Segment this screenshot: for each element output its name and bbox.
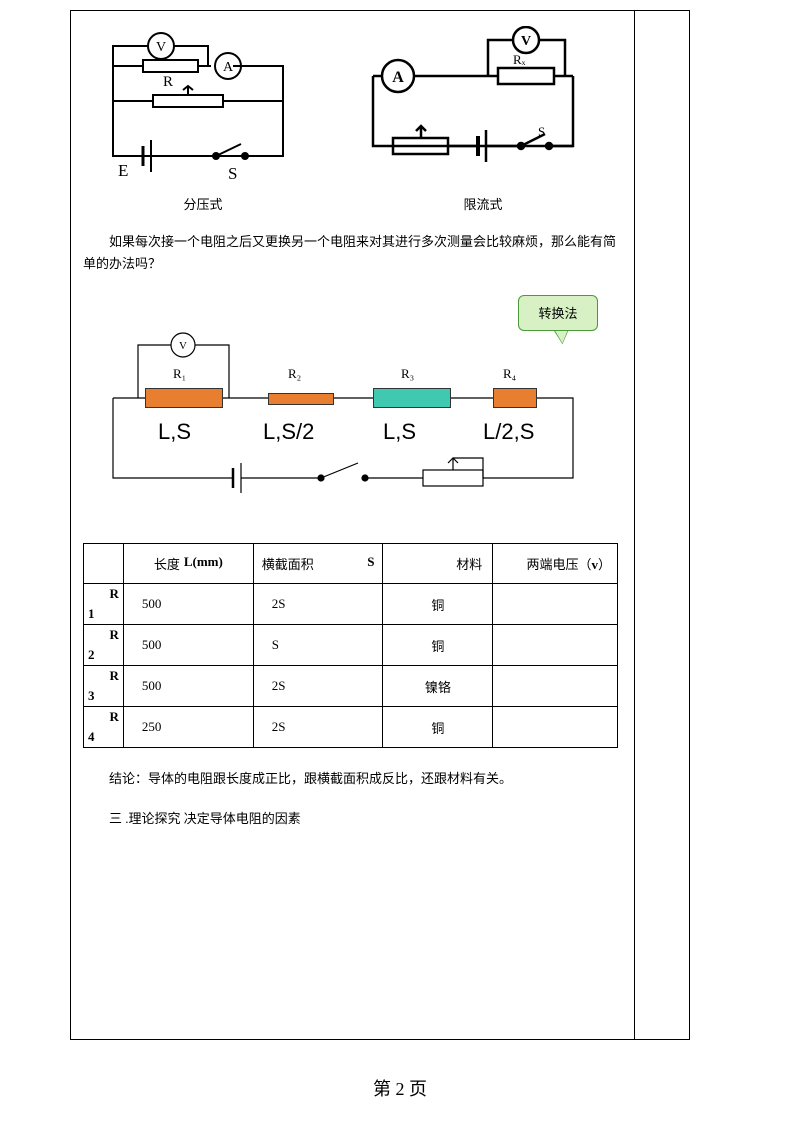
r2-label: R₂ xyxy=(288,366,301,382)
captions: 分压式 限流式 xyxy=(83,194,619,213)
circuit-right: A V Rₓ S xyxy=(353,26,593,176)
r4-label: R₄ xyxy=(503,366,516,382)
r3-ls: L,S xyxy=(383,419,416,445)
hdr-length-b: L(mm) xyxy=(184,554,223,573)
v-label: V xyxy=(156,40,166,55)
page: V A R E S xyxy=(0,0,800,1129)
r4-ls: L/2,S xyxy=(483,419,534,445)
r-label: R xyxy=(163,74,173,90)
margin-column xyxy=(634,11,689,1039)
v-label: V xyxy=(179,340,187,352)
hdr-material: 材料 xyxy=(456,557,482,572)
table-row: R4 250 2S 铜 xyxy=(84,707,618,748)
r1-ls: L,S xyxy=(158,419,191,445)
hdr-length-a: 长度 xyxy=(154,554,180,573)
rx-label: Rₓ xyxy=(513,52,526,67)
hdr-area-a: 横截面积 xyxy=(262,554,314,573)
r2-ls: L,S/2 xyxy=(263,419,314,445)
footer-a: 第 xyxy=(373,1079,391,1099)
resistor-r3 xyxy=(373,388,451,408)
content-frame: V A R E S xyxy=(70,10,690,1040)
hdr-voltage-a: 两端电压（ xyxy=(526,557,591,572)
hdr-area-b: S xyxy=(367,554,374,573)
table-row: R1 500 2S 铜 xyxy=(84,584,618,625)
table-header-row: 长度 L(mm) 横截面积S 材料 两端电压（v） xyxy=(84,544,618,584)
caption-left: 分压式 xyxy=(83,194,323,213)
s-label: S xyxy=(228,164,237,183)
a-label: A xyxy=(392,69,404,86)
table-row: R2 500 S 铜 xyxy=(84,625,618,666)
section3-title: 三 .理论探究 决定导体电阻的因素 xyxy=(83,808,619,830)
table-row: R3 500 2S 镍铬 xyxy=(84,666,618,707)
hdr-voltage-c: ） xyxy=(598,557,611,572)
a-label: A xyxy=(223,60,234,75)
content-area: V A R E S xyxy=(71,11,631,858)
s-label: S xyxy=(538,124,545,139)
circuit-left: V A R E S xyxy=(83,26,313,186)
resistor-r2 xyxy=(268,393,334,405)
resistor-r4 xyxy=(493,388,537,408)
footer-c: 页 xyxy=(409,1079,427,1099)
data-table: 长度 L(mm) 横截面积S 材料 两端电压（v） R1 500 2S 铜 R2… xyxy=(83,543,618,748)
circuit-diagrams-row: V A R E S xyxy=(83,26,619,186)
r3-label: R₃ xyxy=(401,366,414,382)
conclusion-text: 结论：导体的电阻跟长度成正比，跟横截面积成反比，还跟材料有关。 xyxy=(83,768,619,790)
resistor-r1 xyxy=(145,388,223,408)
e-label: E xyxy=(118,161,128,180)
footer-b: 2 xyxy=(396,1079,405,1099)
paragraph-question: 如果每次接一个电阻之后又更换另一个电阻来对其进行多次测量会比较麻烦，那么能有简单… xyxy=(83,231,619,275)
page-footer: 第 2 页 xyxy=(0,1075,800,1101)
series-diagram: V R₁ R₂ R₃ R₄ L,S L,S/2 L,S L/2,S 转换法 xyxy=(83,293,603,503)
caption-right: 限流式 xyxy=(363,194,603,213)
v-label: V xyxy=(521,34,531,49)
r1-label: R₁ xyxy=(173,366,186,382)
callout-bubble: 转换法 xyxy=(518,295,598,331)
